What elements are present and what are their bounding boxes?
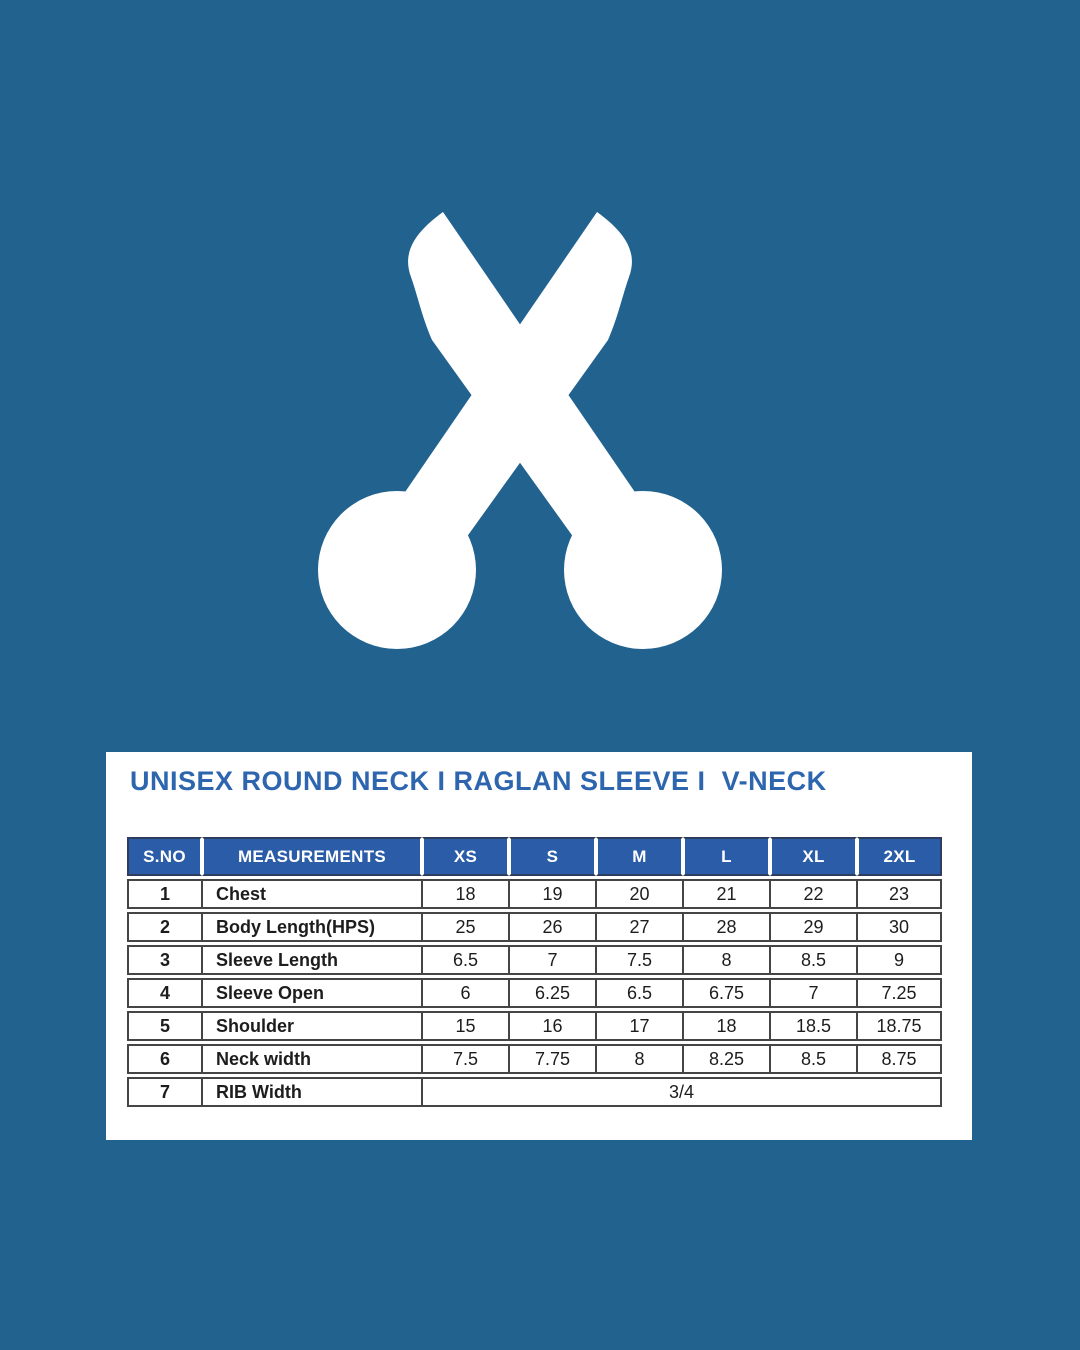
value-cell: 30 [857, 912, 942, 942]
row-label-cell: Body Length(HPS) [202, 912, 422, 942]
value-cell: 7.5 [422, 1044, 509, 1074]
scissors-left-handle [318, 491, 476, 649]
value-cell: 7.5 [596, 945, 683, 975]
value-cell: 6.5 [422, 945, 509, 975]
value-cell: 21 [683, 879, 770, 909]
value-cell: 8 [683, 945, 770, 975]
size-chart-title: UNISEX ROUND NECK I RAGLAN SLEEVE I V-NE… [130, 766, 827, 796]
scissors-icon [318, 212, 722, 649]
value-cell: 17 [596, 1011, 683, 1041]
value-cell: 7.75 [509, 1044, 596, 1074]
value-cell: 23 [857, 879, 942, 909]
row-number-cell: 7 [127, 1077, 202, 1107]
value-cell: 6.5 [596, 978, 683, 1008]
value-cell: 18 [683, 1011, 770, 1041]
table-row: 4 Sleeve Open 6 6.25 6.5 6.75 7 7.25 [127, 978, 942, 1008]
table-row: 2 Body Length(HPS) 25 26 27 28 29 30 [127, 912, 942, 942]
row-number-cell: 1 [127, 879, 202, 909]
value-cell: 28 [683, 912, 770, 942]
scissors-right-handle [564, 491, 722, 649]
value-cell: 6.75 [683, 978, 770, 1008]
value-cell: 6.25 [509, 978, 596, 1008]
row-label-cell: Sleeve Length [202, 945, 422, 975]
row-number-cell: 5 [127, 1011, 202, 1041]
value-cell: 8 [596, 1044, 683, 1074]
row-number-cell: 3 [127, 945, 202, 975]
value-cell: 18 [422, 879, 509, 909]
row-number-cell: 6 [127, 1044, 202, 1074]
table-row: 5 Shoulder 15 16 17 18 18.5 18.75 [127, 1011, 942, 1041]
column-header-measurements: MEASUREMENTS [202, 837, 422, 876]
table-row: 1 Chest 18 19 20 21 22 23 [127, 879, 942, 909]
column-header-s: S [509, 837, 596, 876]
row-label-cell: Sleeve Open [202, 978, 422, 1008]
size-chart-panel: UNISEX ROUND NECK I RAGLAN SLEEVE I V-NE… [106, 752, 972, 1140]
value-cell: 27 [596, 912, 683, 942]
column-header-xl: XL [770, 837, 857, 876]
scissors-right-blade [366, 212, 632, 591]
column-header-s-no: S.NO [127, 837, 202, 876]
value-cell: 8.25 [683, 1044, 770, 1074]
value-cell: 8.75 [857, 1044, 942, 1074]
row-label-cell: Neck width [202, 1044, 422, 1074]
column-header-l: L [683, 837, 770, 876]
table-header-row: S.NO MEASUREMENTS XS S M L XL 2XL [127, 837, 942, 876]
value-cell: 26 [509, 912, 596, 942]
column-header-2xl: 2XL [857, 837, 942, 876]
value-cell: 20 [596, 879, 683, 909]
value-cell: 25 [422, 912, 509, 942]
table-row: 7 RIB Width 3/4 [127, 1077, 942, 1107]
merged-value-cell: 3/4 [422, 1077, 942, 1107]
row-number-cell: 4 [127, 978, 202, 1008]
value-cell: 8.5 [770, 945, 857, 975]
value-cell: 7 [770, 978, 857, 1008]
size-chart-table: S.NO MEASUREMENTS XS S M L XL 2XL 1 Chest 18 19 20 2… [127, 834, 942, 1110]
value-cell: 7.25 [857, 978, 942, 1008]
value-cell: 19 [509, 879, 596, 909]
value-cell: 8.5 [770, 1044, 857, 1074]
value-cell: 6 [422, 978, 509, 1008]
row-label-cell: RIB Width [202, 1077, 422, 1107]
row-number-cell: 2 [127, 912, 202, 942]
value-cell: 16 [509, 1011, 596, 1041]
value-cell: 9 [857, 945, 942, 975]
value-cell: 7 [509, 945, 596, 975]
value-cell: 18.75 [857, 1011, 942, 1041]
row-label-cell: Shoulder [202, 1011, 422, 1041]
column-header-xs: XS [422, 837, 509, 876]
value-cell: 22 [770, 879, 857, 909]
value-cell: 15 [422, 1011, 509, 1041]
value-cell: 18.5 [770, 1011, 857, 1041]
table-row: 6 Neck width 7.5 7.75 8 8.25 8.5 8.75 [127, 1044, 942, 1074]
table-row: 3 Sleeve Length 6.5 7 7.5 8 8.5 9 [127, 945, 942, 975]
row-label-cell: Chest [202, 879, 422, 909]
value-cell: 29 [770, 912, 857, 942]
column-header-m: M [596, 837, 683, 876]
